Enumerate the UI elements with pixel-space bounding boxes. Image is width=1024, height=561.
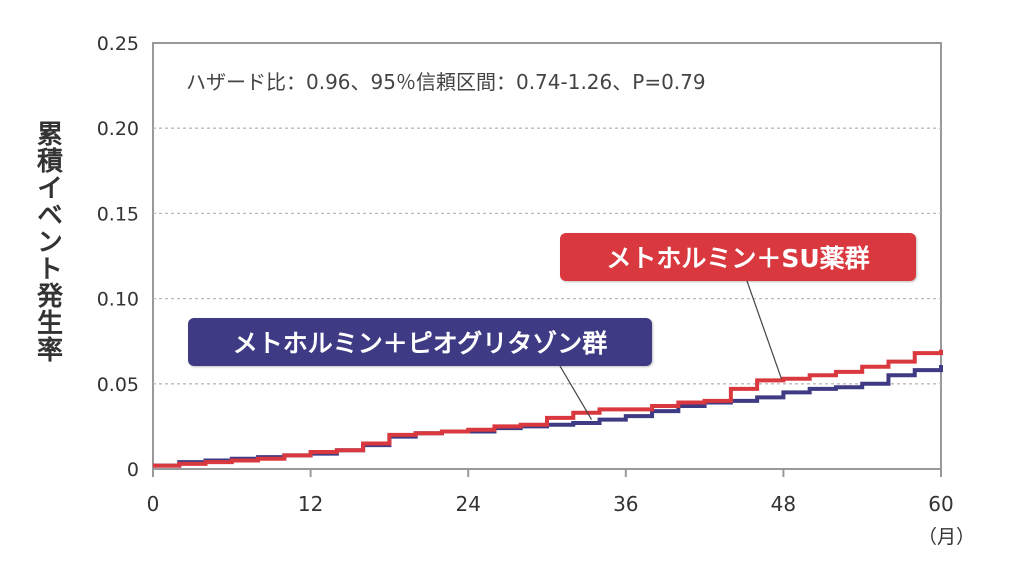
grid-lines bbox=[153, 127, 941, 385]
x-tick-label: 12 bbox=[298, 492, 323, 516]
y-axis-label: 累積イベント発生率 bbox=[32, 120, 63, 363]
legend-pioglitazone-group: メトホルミン＋ピオグリタゾン群 bbox=[188, 318, 652, 366]
x-tick-label: 36 bbox=[613, 492, 638, 516]
x-tick-label: 0 bbox=[147, 492, 160, 516]
series-line-pioglitazone bbox=[153, 365, 943, 468]
y-tick-label: 0.20 bbox=[97, 118, 139, 140]
legend-su-group: メトホルミン＋SU薬群 bbox=[560, 233, 916, 281]
legend-leader-su bbox=[746, 280, 782, 379]
y-tick-label: 0.10 bbox=[97, 289, 139, 311]
series-lines bbox=[153, 349, 943, 468]
plot-frame bbox=[152, 42, 942, 470]
hazard-ratio-annotation: ハザード比：0.96、95％信頼区間：0.74-1.26、P=0.79 bbox=[186, 70, 706, 94]
x-tick-label: 60 bbox=[928, 492, 953, 516]
x-ticks: 0 12 24 36 48 60 bbox=[147, 469, 954, 516]
x-tick-label: 48 bbox=[771, 492, 796, 516]
y-axis-label-wrap: 累積イベント発生率 bbox=[26, 120, 70, 390]
x-axis-unit: （月） bbox=[918, 526, 976, 548]
legend-leader-pio bbox=[559, 365, 593, 420]
y-tick-label: 0.25 bbox=[97, 33, 139, 55]
y-tick-label: 0.15 bbox=[97, 203, 139, 225]
y-tick-label: 0.05 bbox=[97, 374, 139, 396]
series-line-su bbox=[153, 349, 943, 468]
y-ticks: 0 0.05 0.10 0.15 0.20 0.25 bbox=[97, 33, 139, 481]
x-tick-label: 24 bbox=[455, 492, 480, 516]
y-tick-label: 0 bbox=[127, 459, 139, 481]
